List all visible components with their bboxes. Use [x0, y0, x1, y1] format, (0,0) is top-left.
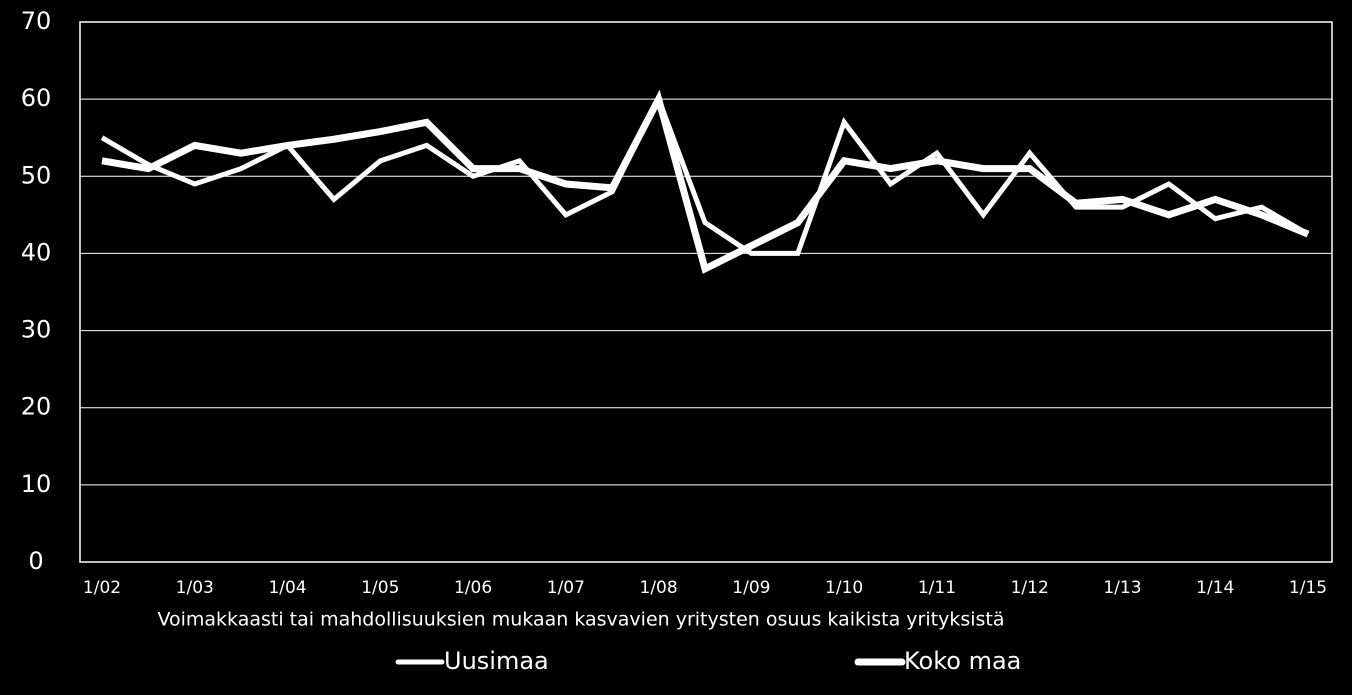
x-tick-label: 1/05 [361, 578, 399, 598]
x-tick-label: 1/07 [547, 578, 585, 598]
line-series [101, 89, 1310, 274]
y-tick-label: 70 [21, 7, 52, 35]
x-tick-label: 1/12 [1011, 578, 1049, 598]
y-tick-label: 0 [28, 547, 43, 575]
y-tick-label: 30 [21, 316, 52, 344]
x-tick-label: 1/08 [640, 578, 678, 598]
y-tick-label: 40 [21, 238, 52, 266]
x-axis-label: Voimakkaasti tai mahdollisuuksien mukaan… [157, 609, 1004, 631]
line-series [100, 92, 1310, 256]
x-tick-label: 1/11 [918, 578, 956, 598]
x-tick-label: 1/15 [1289, 578, 1327, 598]
y-tick-label: 50 [21, 161, 52, 189]
legend-label: Uusimaa [444, 647, 549, 675]
y-tick-label: 60 [21, 84, 52, 112]
x-tick-label: 1/13 [1103, 578, 1141, 598]
y-tick-label: 20 [21, 393, 52, 421]
x-tick-label: 1/09 [732, 578, 770, 598]
x-tick-label: 1/06 [454, 578, 492, 598]
y-tick-label: 10 [21, 470, 52, 498]
x-tick-label: 1/14 [1196, 578, 1234, 598]
x-tick-label: 1/04 [268, 578, 306, 598]
legend-label: Koko maa [904, 647, 1021, 675]
plot-frame [79, 21, 1333, 563]
x-tick-label: 1/03 [176, 578, 214, 598]
x-tick-label: 1/02 [83, 578, 121, 598]
x-tick-label: 1/10 [825, 578, 863, 598]
